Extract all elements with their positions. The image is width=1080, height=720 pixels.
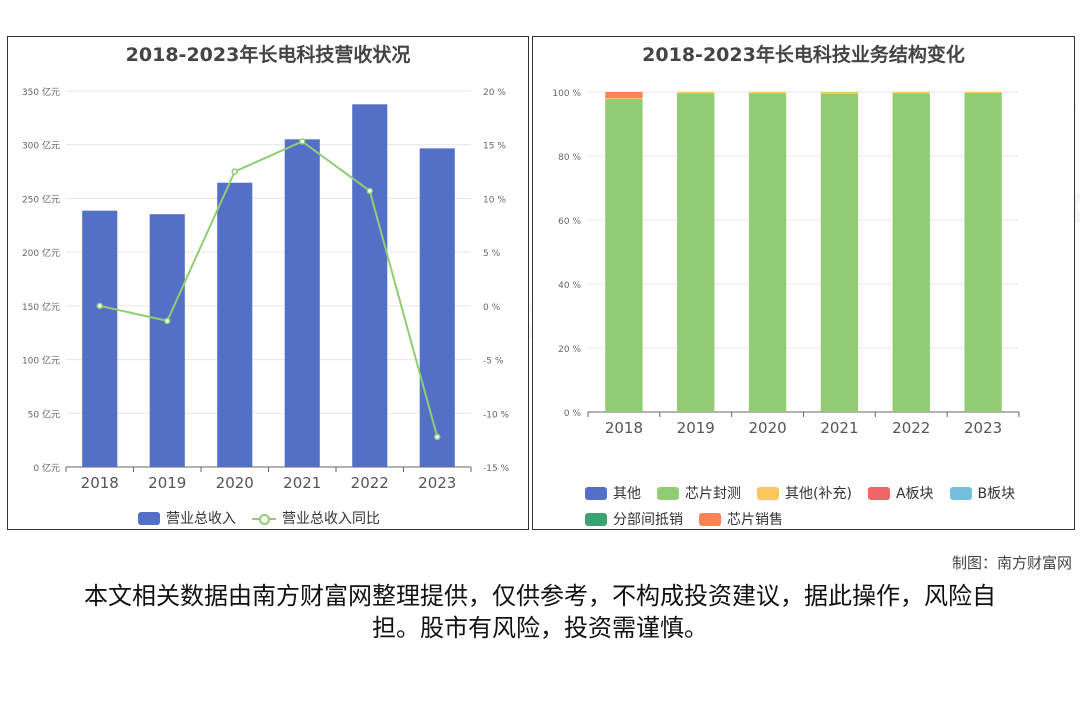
- stack-segment: [820, 92, 859, 94]
- stack-segment: [964, 92, 1002, 93]
- legend-swatch: [252, 512, 276, 525]
- x-tick-label: 2023: [964, 419, 1002, 437]
- x-tick-label: 2019: [677, 419, 715, 437]
- revenue-chart: 0 亿元 50 亿元 100 亿元 150 亿元 200 亿元 250 亿元 300 亿元 3…: [22, 86, 510, 492]
- y-right-tick-label: 20 %: [483, 88, 506, 98]
- legend-swatch: [138, 511, 160, 525]
- yoy-point: [299, 138, 306, 145]
- legend-label: 分部间抵销: [613, 512, 683, 528]
- revenue-bar: [217, 182, 253, 467]
- business-structure-title: 2018-2023年长电科技业务结构变化: [642, 44, 965, 66]
- legend-swatch: [657, 486, 679, 500]
- x-tick-label: 2021: [820, 419, 858, 437]
- disclaimer-text: 本文相关数据由南方财富网整理提供，仅供参考，不构成投资建议，据此操作，风险自担。…: [84, 582, 996, 642]
- y-left-tick-label: 250 亿元: [22, 193, 60, 205]
- y-right-tick-label: 15 %: [483, 142, 506, 152]
- revenue-chart-legend: 营业总收入 营业总收入同比: [138, 508, 380, 528]
- y-left-tick-label: 100 亿元: [22, 355, 60, 367]
- legend-label: B板块: [977, 486, 1016, 502]
- revenue-bar: [419, 148, 455, 467]
- revenue-chart-title: 2018-2023年长电科技营收状况: [125, 44, 411, 66]
- y-tick-label: 40 %: [558, 281, 581, 291]
- x-tick-label: 2020: [216, 474, 254, 492]
- legend-label: 营业总收入同比: [282, 511, 380, 527]
- x-tick-label: 2020: [748, 419, 786, 437]
- x-tick-label: 2022: [351, 474, 389, 492]
- legend-label: 其他(补充): [785, 486, 852, 502]
- stack-segment: [964, 92, 1002, 413]
- stack-segment: [892, 92, 930, 94]
- legend-label: 营业总收入: [166, 511, 236, 527]
- legend-swatch: [949, 486, 972, 500]
- chart-credit: 制图：南方财富网: [951, 554, 1072, 572]
- legend-item[interactable]: B板块: [949, 483, 1016, 503]
- legend-item[interactable]: 营业总收入同比: [252, 508, 380, 528]
- yoy-point: [366, 187, 373, 195]
- stack-segment: [748, 92, 787, 94]
- legend-item[interactable]: 分部间抵销: [585, 509, 683, 529]
- stack-segment: [605, 92, 643, 99]
- legend-swatch: [867, 486, 890, 500]
- business-structure-panel: 2018-2023年长电科技业务结构变化 0 % 20 % 40 % 60 % 80 %…: [532, 36, 1075, 530]
- stack-segment: [820, 93, 859, 412]
- yoy-point: [434, 433, 441, 441]
- y-tick-label: 0 %: [564, 409, 582, 419]
- business-structure-legend: 其他 芯片封测 其他(补充) A板块 B板块分部间抵销 芯片销售: [585, 483, 1045, 529]
- y-right-tick-label: -10 %: [483, 410, 510, 420]
- y-left-tick-label: 200 亿元: [22, 247, 60, 259]
- yoy-point: [96, 302, 103, 310]
- x-tick-label: 2018: [605, 419, 643, 437]
- y-tick-label: 60 %: [558, 217, 581, 227]
- stack-segment: [677, 92, 715, 94]
- y-tick-label: 20 %: [558, 345, 581, 355]
- yoy-point: [164, 317, 171, 325]
- y-right-tick-label: 10 %: [483, 195, 506, 205]
- revenue-bar: [284, 139, 320, 467]
- yoy-point: [231, 168, 238, 175]
- y-right-tick-label: -15 %: [483, 464, 510, 474]
- legend-label: A板块: [895, 486, 934, 502]
- legend-swatch: [757, 486, 779, 500]
- legend-label: 芯片封测: [685, 486, 741, 502]
- legend-swatch: [699, 512, 721, 526]
- revenue-bar: [82, 210, 118, 468]
- y-left-tick-label: 50 亿元: [28, 408, 60, 420]
- y-right-tick-label: 5 %: [483, 249, 501, 259]
- y-left-tick-label: 350 亿元: [22, 86, 60, 98]
- stack-segment: [605, 99, 643, 412]
- x-tick-label: 2019: [148, 474, 186, 492]
- y-right-tick-label: -5 %: [483, 357, 504, 367]
- legend-item[interactable]: 其他: [585, 483, 641, 503]
- y-tick-label: 80 %: [558, 153, 581, 163]
- legend-label: 其他: [613, 486, 641, 502]
- legend-swatch: [585, 512, 607, 526]
- y-left-tick-label: 0 亿元: [33, 462, 60, 474]
- legend-item[interactable]: 芯片销售: [699, 509, 783, 529]
- revenue-chart-panel: 2018-2023年长电科技营收状况 0 亿元 50 亿元 100 亿元 150 亿元…: [7, 36, 529, 530]
- business-structure-chart: 0 % 20 % 40 % 60 % 80 % 100 % 2018 2019 2020 2021…: [552, 89, 1020, 437]
- x-tick-label: 2022: [892, 419, 930, 437]
- x-tick-label: 2021: [283, 474, 321, 492]
- legend-swatch: [585, 486, 607, 500]
- legend-item[interactable]: 其他(补充): [757, 483, 852, 503]
- x-tick-label: 2023: [418, 474, 456, 492]
- legend-item[interactable]: 营业总收入: [138, 508, 236, 528]
- stack-segment: [677, 93, 715, 412]
- legend-item[interactable]: A板块: [867, 483, 934, 503]
- stack-segment: [748, 93, 787, 412]
- x-tick-label: 2018: [81, 474, 119, 492]
- y-left-tick-label: 150 亿元: [22, 301, 60, 313]
- legend-item[interactable]: 芯片封测: [657, 483, 741, 503]
- yoy-line: [99, 140, 439, 438]
- y-right-tick-label: 0 %: [483, 303, 501, 313]
- legend-label: 芯片销售: [727, 512, 783, 528]
- stack-segment: [892, 93, 930, 412]
- revenue-bar: [149, 214, 185, 467]
- y-tick-label: 100 %: [552, 89, 581, 99]
- y-left-tick-label: 300 亿元: [22, 140, 60, 152]
- stack-segment: [605, 98, 643, 100]
- revenue-bar: [352, 104, 388, 468]
